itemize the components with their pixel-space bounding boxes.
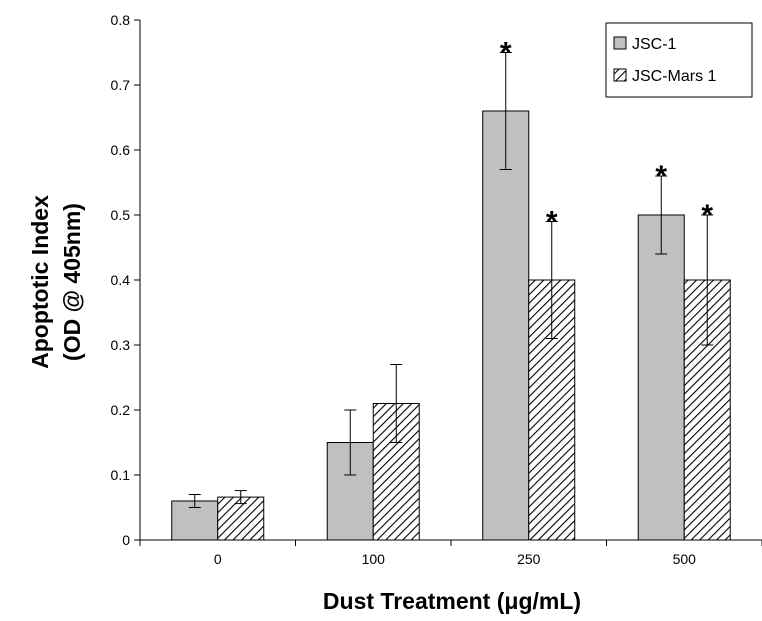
y-tick-label: 0.8 xyxy=(111,12,131,28)
significance-star: * xyxy=(655,160,667,193)
y-tick-label: 0.7 xyxy=(111,77,131,93)
bar-series xyxy=(171,110,731,541)
significance-star: * xyxy=(701,199,713,232)
bar-jsc-mars-1-0 xyxy=(217,496,265,541)
y-tick-label: 0.5 xyxy=(111,207,131,223)
y-tick-label: 0 xyxy=(122,532,130,548)
x-tick-label: 0 xyxy=(214,551,222,567)
significance-star: * xyxy=(500,37,512,70)
x-tick-label: 250 xyxy=(517,551,541,567)
y-tick-label: 0.3 xyxy=(111,337,131,353)
bar-jsc-1-500 xyxy=(637,214,685,541)
y-axis-title-line-2: (OD @ 405nm) xyxy=(59,203,85,361)
y-axis-title-line-1: Apoptotic Index xyxy=(27,195,53,369)
legend: JSC-1 JSC-Mars 1 xyxy=(605,22,753,98)
legend-label-jsc-mars-1: JSC-Mars 1 xyxy=(632,68,717,85)
significance-star: * xyxy=(546,206,558,239)
x-axis-title: Dust Treatment (μg/mL) xyxy=(323,588,581,614)
x-tick-label: 100 xyxy=(362,551,386,567)
y-tick-label: 0.2 xyxy=(111,402,131,418)
y-tick-label: 0.1 xyxy=(111,467,131,483)
legend-swatch-jsc-mars-1 xyxy=(613,68,627,82)
error-bars xyxy=(188,52,714,508)
x-tick-label: 500 xyxy=(673,551,697,567)
y-tick-label: 0.4 xyxy=(111,272,131,288)
y-axis-ticks: 0 0.1 0.2 0.3 0.4 0.5 0.6 0.7 0.8 xyxy=(111,12,140,548)
legend-label-jsc-1: JSC-1 xyxy=(632,36,677,53)
legend-swatch-jsc-1 xyxy=(613,36,627,50)
y-tick-label: 0.6 xyxy=(111,142,131,158)
x-axis-ticks: 0 100 250 500 xyxy=(139,540,762,567)
significance-markers: * * * * xyxy=(500,37,714,239)
legend-box xyxy=(605,22,753,98)
bar-jsc-1-250 xyxy=(482,110,530,541)
y-axis-title: Apoptotic Index (OD @ 405nm) xyxy=(27,195,85,369)
